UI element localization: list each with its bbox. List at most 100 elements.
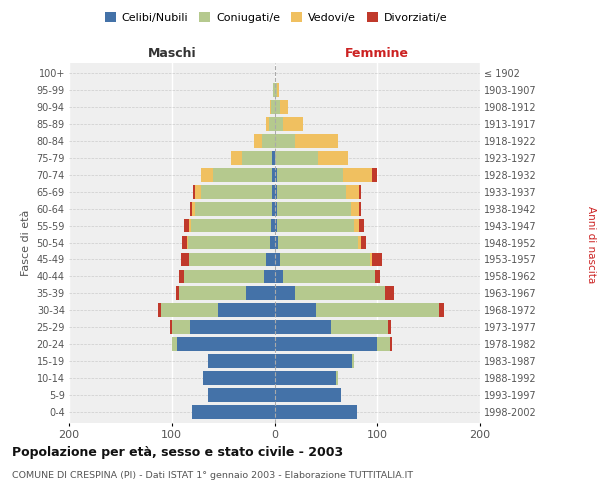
Bar (272, 184, 275, 198)
Bar (372, 168, 377, 181)
Bar (272, 202, 275, 215)
Bar (370, 252, 372, 266)
Bar (388, 320, 391, 334)
Bar (275, 100, 280, 114)
Legend: Celibi/Nubili, Coniugati/e, Vedovi/e, Divorziati/e: Celibi/Nubili, Coniugati/e, Vedovi/e, Di… (100, 8, 452, 28)
Bar (275, 236, 278, 250)
Bar (275, 304, 316, 318)
Bar (277, 184, 346, 198)
Bar (190, 320, 275, 334)
Y-axis label: Fasce di età: Fasce di età (21, 210, 31, 276)
Text: Femmine: Femmine (345, 47, 409, 60)
Bar (377, 338, 389, 351)
Bar (177, 338, 275, 351)
Bar (283, 116, 303, 130)
Bar (275, 372, 336, 386)
Bar (272, 168, 275, 181)
Bar (179, 270, 184, 283)
Bar (190, 202, 193, 215)
Bar (352, 354, 353, 368)
Bar (266, 252, 275, 266)
Bar (193, 184, 196, 198)
Text: Maschi: Maschi (148, 47, 196, 60)
Bar (161, 304, 218, 318)
Bar (372, 252, 382, 266)
Bar (181, 252, 189, 266)
Bar (208, 354, 275, 368)
Text: COMUNE DI CRESPINA (PI) - Dati ISTAT 1° gennaio 2003 - Elaborazione TUTTITALIA.I: COMUNE DI CRESPINA (PI) - Dati ISTAT 1° … (12, 471, 413, 480)
Bar (277, 218, 353, 232)
Bar (359, 184, 361, 198)
Bar (271, 218, 275, 232)
Bar (317, 150, 349, 164)
Bar (172, 320, 190, 334)
Bar (275, 218, 277, 232)
Bar (200, 168, 213, 181)
Bar (358, 236, 361, 250)
Bar (218, 304, 275, 318)
Bar (271, 236, 275, 250)
Bar (272, 150, 275, 164)
Bar (182, 236, 187, 250)
Bar (277, 82, 278, 96)
Bar (275, 286, 295, 300)
Bar (343, 168, 372, 181)
Bar (184, 270, 264, 283)
Bar (316, 304, 439, 318)
Bar (275, 184, 277, 198)
Bar (274, 82, 275, 96)
Text: Anni di nascita: Anni di nascita (586, 206, 596, 284)
Bar (193, 406, 275, 419)
Bar (170, 320, 172, 334)
Bar (275, 150, 317, 164)
Bar (275, 354, 352, 368)
Bar (389, 338, 392, 351)
Bar (275, 116, 283, 130)
Bar (275, 252, 280, 266)
Bar (275, 320, 331, 334)
Bar (208, 388, 275, 402)
Bar (188, 236, 271, 250)
Bar (359, 202, 361, 215)
Bar (184, 218, 189, 232)
Bar (200, 184, 272, 198)
Bar (275, 388, 341, 402)
Bar (375, 270, 380, 283)
Bar (277, 202, 350, 215)
Bar (350, 202, 359, 215)
Bar (439, 304, 444, 318)
Bar (331, 320, 388, 334)
Bar (196, 202, 272, 215)
Bar (275, 82, 277, 96)
Bar (275, 202, 277, 215)
Bar (385, 286, 394, 300)
Bar (264, 270, 275, 283)
Bar (191, 218, 271, 232)
Bar (158, 304, 161, 318)
Bar (275, 406, 356, 419)
Bar (353, 218, 359, 232)
Bar (269, 116, 275, 130)
Bar (192, 202, 196, 215)
Bar (172, 338, 177, 351)
Bar (262, 134, 275, 147)
Bar (242, 150, 272, 164)
Bar (336, 372, 338, 386)
Bar (254, 134, 262, 147)
Bar (203, 372, 275, 386)
Bar (189, 252, 266, 266)
Bar (275, 338, 377, 351)
Bar (278, 236, 358, 250)
Bar (283, 270, 375, 283)
Bar (275, 134, 295, 147)
Bar (275, 270, 283, 283)
Bar (232, 150, 242, 164)
Bar (246, 286, 275, 300)
Bar (176, 286, 179, 300)
Bar (271, 100, 275, 114)
Bar (189, 218, 191, 232)
Text: Popolazione per età, sesso e stato civile - 2003: Popolazione per età, sesso e stato civil… (12, 446, 343, 459)
Bar (295, 134, 338, 147)
Bar (187, 236, 188, 250)
Bar (277, 168, 343, 181)
